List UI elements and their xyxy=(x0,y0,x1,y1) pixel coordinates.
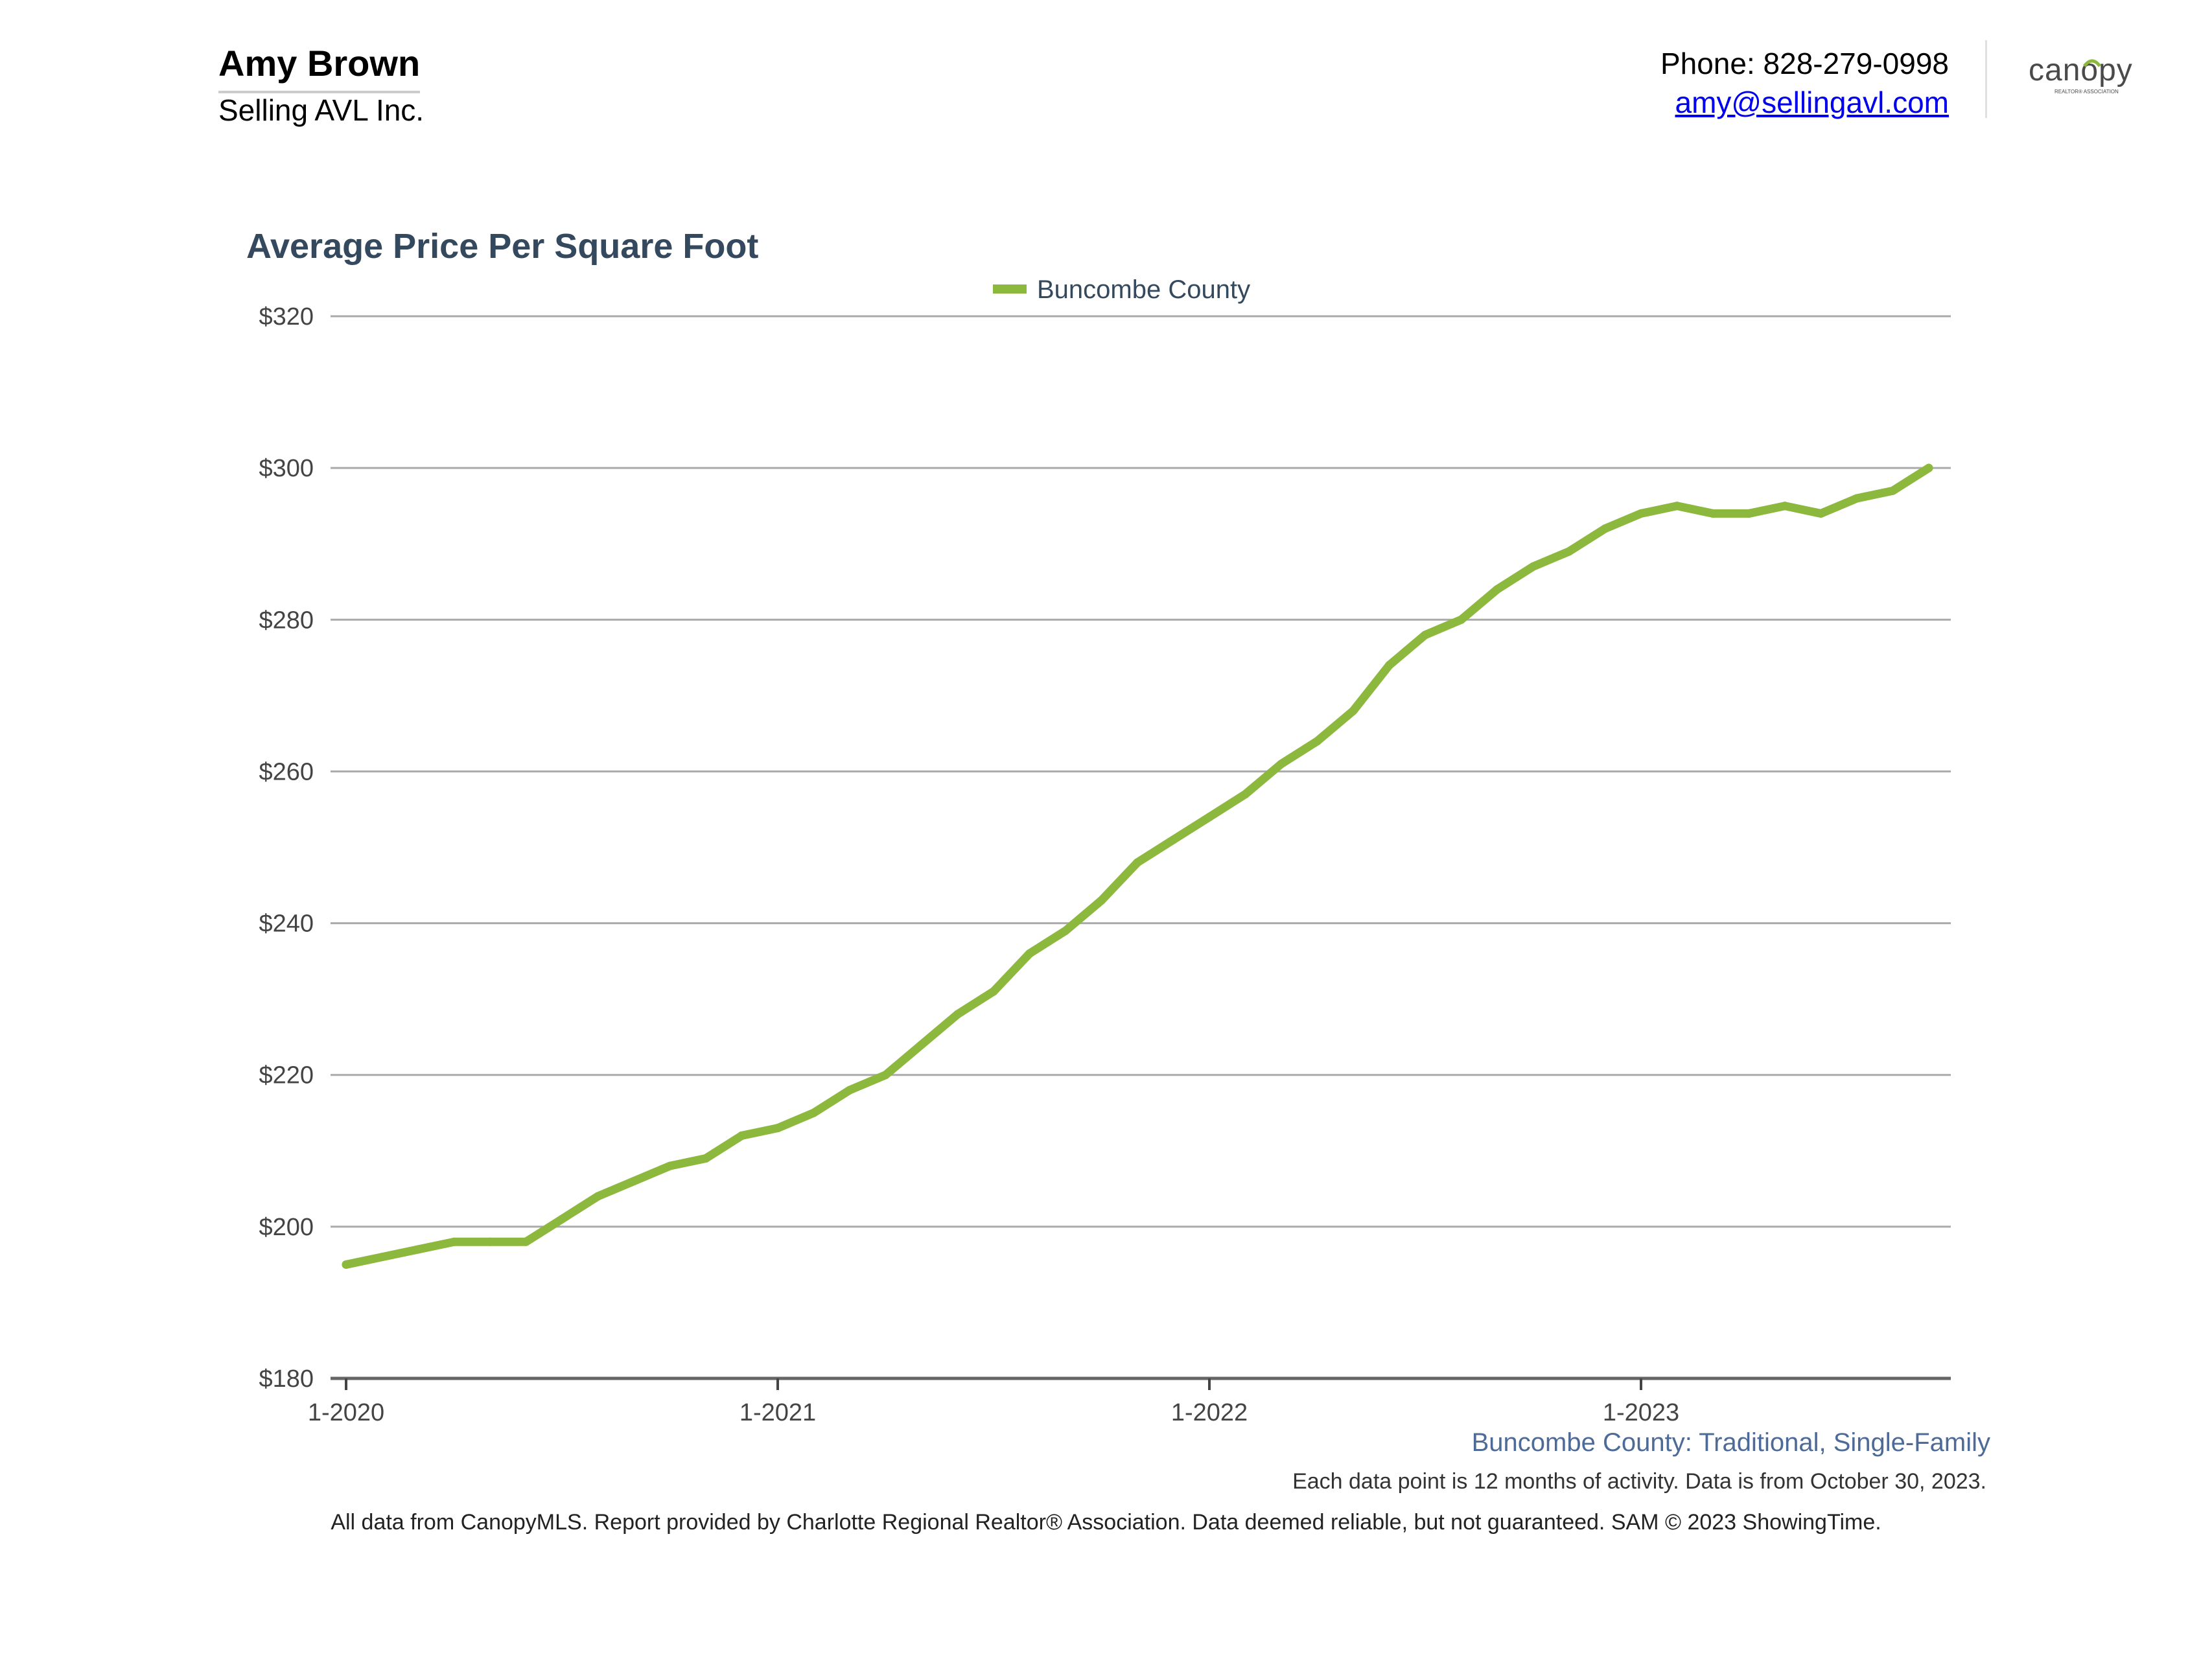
y-tick-label: $180 xyxy=(259,1365,314,1393)
data-point xyxy=(809,1108,818,1117)
y-tick-label: $200 xyxy=(259,1214,314,1241)
canopy-logo: canopy REALTOR® ASSOCIATION xyxy=(2029,53,2133,95)
data-point xyxy=(1529,562,1537,571)
data-point xyxy=(989,987,998,996)
data-point xyxy=(450,1237,458,1246)
data-point xyxy=(1780,502,1789,511)
data-point xyxy=(1673,502,1681,511)
data-point xyxy=(1421,631,1430,640)
data-point xyxy=(594,1192,602,1201)
data-point xyxy=(1565,547,1574,556)
data-point xyxy=(1349,706,1358,715)
data-point xyxy=(917,1040,926,1049)
data-point xyxy=(845,1085,854,1095)
x-tick-label: 1-2021 xyxy=(739,1399,816,1426)
data-point xyxy=(1601,524,1609,533)
data-point xyxy=(413,1245,423,1254)
y-tick-label: $280 xyxy=(259,607,314,634)
data-point xyxy=(953,1010,962,1019)
data-point xyxy=(1241,790,1250,799)
data-point xyxy=(1097,896,1106,905)
header-divider xyxy=(1985,40,1987,118)
data-point xyxy=(1205,813,1214,822)
series-layer xyxy=(342,463,1933,1269)
logo-arc-icon xyxy=(2083,59,2101,67)
data-point xyxy=(1313,737,1321,746)
agent-email-link[interactable]: amy@sellingavl.com xyxy=(1675,86,1950,119)
data-point xyxy=(522,1237,530,1246)
legend-label: Buncombe County xyxy=(1037,275,1250,304)
data-point xyxy=(1169,835,1178,844)
data-point xyxy=(1385,661,1393,670)
data-point xyxy=(557,1214,566,1224)
data-point xyxy=(881,1071,890,1080)
data-point xyxy=(378,1253,386,1262)
data-point xyxy=(1852,494,1861,503)
y-tick-label: $240 xyxy=(259,911,314,938)
data-point xyxy=(1493,585,1502,594)
y-tick-label: $260 xyxy=(259,758,314,785)
y-axis-labels: $180 $200 $220 $240 $260 $280 $300 $320 xyxy=(259,303,314,1393)
data-point xyxy=(1889,486,1897,495)
data-point xyxy=(738,1131,746,1140)
data-point xyxy=(773,1124,782,1133)
data-note: Each data point is 12 months of activity… xyxy=(1292,1469,1986,1494)
x-tick-label: 1-2023 xyxy=(1603,1399,1679,1426)
data-point xyxy=(485,1237,495,1246)
data-point xyxy=(1025,949,1034,958)
data-point xyxy=(666,1161,674,1170)
data-point xyxy=(1708,509,1717,518)
chart-title: Average Price Per Square Foot xyxy=(246,227,759,266)
data-point xyxy=(1277,760,1286,769)
x-tick-label: 1-2020 xyxy=(308,1399,384,1426)
x-axis: 1-2020 1-2021 1-2022 1-2023 xyxy=(308,1376,1951,1426)
agent-phone: Phone: 828-279-0998 xyxy=(1660,47,1949,80)
logo-subtext: REALTOR® ASSOCIATION xyxy=(2055,89,2119,95)
data-point xyxy=(629,1177,638,1186)
data-point xyxy=(1636,509,1646,518)
data-point xyxy=(701,1154,710,1163)
footer-disclaimer: All data from CanopyMLS. Report provided… xyxy=(331,1510,1881,1535)
grid-lines xyxy=(331,315,1951,1228)
data-point xyxy=(1133,858,1142,867)
y-tick-label: $220 xyxy=(259,1062,314,1089)
data-point xyxy=(1745,509,1753,518)
legend-swatch xyxy=(993,284,1027,294)
data-point xyxy=(1061,926,1070,935)
data-point xyxy=(1924,463,1933,472)
logo-wordmark: canopy xyxy=(2029,53,2133,87)
agent-name: Amy Brown xyxy=(218,40,421,93)
agent-company: Selling AVL Inc. xyxy=(218,93,425,127)
y-tick-label: $300 xyxy=(259,455,314,482)
data-point xyxy=(1817,509,1825,518)
data-point xyxy=(342,1260,351,1269)
legend: Buncombe County xyxy=(993,275,1250,304)
data-point xyxy=(1457,615,1465,624)
series-caption: Buncombe County: Traditional, Single-Fam… xyxy=(1471,1428,1990,1457)
x-tick-label: 1-2022 xyxy=(1171,1399,1248,1426)
y-tick-label: $320 xyxy=(259,303,314,331)
